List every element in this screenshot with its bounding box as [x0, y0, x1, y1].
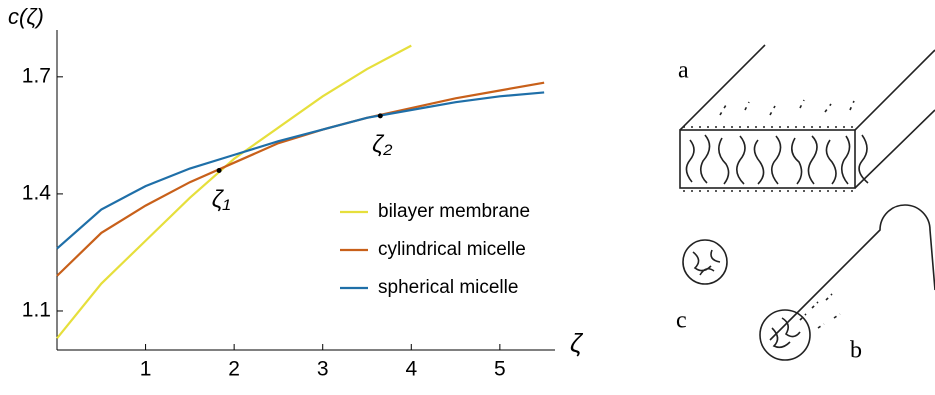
- spherical-micelle: [682, 239, 728, 285]
- cylinder-end: [759, 309, 811, 361]
- legend-label: spherical micelle: [378, 277, 518, 298]
- y-tick-label: 1.4: [22, 181, 52, 204]
- series-line: [56, 44, 412, 339]
- label-a: a: [678, 58, 689, 84]
- edge: [854, 49, 935, 131]
- x-tick-label: 5: [494, 358, 506, 381]
- x-tick-label: 3: [317, 358, 329, 381]
- x-tick-label: 2: [228, 358, 240, 381]
- point-label: ζ₁: [212, 186, 231, 213]
- y-tick-label: 1.1: [22, 299, 51, 322]
- series-line: [56, 91, 545, 250]
- legend-label: bilayer membrane: [378, 201, 530, 222]
- x-tick-label: 1: [140, 358, 152, 381]
- chains: [685, 134, 869, 185]
- edge: [679, 44, 766, 131]
- edge: [854, 109, 935, 189]
- legend-label: cylindrical micelle: [378, 239, 526, 260]
- point-label: ζ₂: [372, 131, 392, 158]
- crossing-point: [377, 113, 383, 119]
- bilayer-slab: [679, 129, 856, 189]
- micelle-diagram: [679, 44, 935, 361]
- y-axis-label: c(ζ): [8, 4, 44, 29]
- x-tick-label: 4: [405, 358, 417, 381]
- label-b: b: [850, 338, 862, 364]
- label-c: c: [676, 308, 687, 334]
- sphere-chains: [692, 249, 721, 276]
- cylinder-outline: [769, 204, 935, 341]
- y-tick-label: 1.7: [22, 64, 51, 87]
- surface-heads: [719, 99, 855, 116]
- cylinder-chains: [771, 317, 801, 349]
- crossing-point: [216, 167, 222, 173]
- x-axis-label: ζ: [570, 328, 584, 358]
